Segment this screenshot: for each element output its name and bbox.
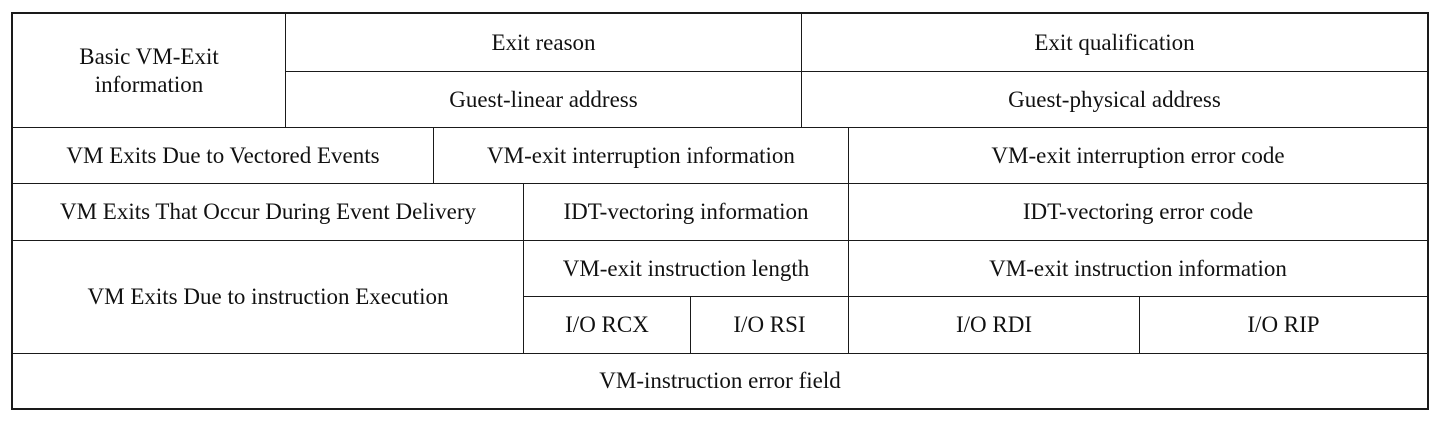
- vm-exit-interruption-error-code-field: VM-exit interruption error code: [848, 127, 1427, 183]
- guest-physical-address-field: Guest-physical address: [801, 71, 1427, 127]
- vm-exit-interruption-info-field: VM-exit interruption information: [433, 127, 848, 183]
- io-rsi-field: I/O RSI: [690, 296, 848, 353]
- guest-linear-address-field: Guest-linear address: [285, 71, 801, 127]
- instruction-execution-label: VM Exits Due to instruction Execution: [13, 240, 523, 353]
- vm-exit-info-fields-table: Basic VM-Exit information Exit reason Ex…: [11, 12, 1429, 410]
- vm-exit-instruction-info-field: VM-exit instruction information: [848, 240, 1427, 296]
- vm-exit-instruction-length-field: VM-exit instruction length: [523, 240, 848, 296]
- idt-vectoring-error-code-field: IDT-vectoring error code: [848, 183, 1427, 240]
- io-rdi-field: I/O RDI: [848, 296, 1139, 353]
- exit-qualification-field: Exit qualification: [801, 14, 1427, 71]
- basic-vm-exit-info-label: Basic VM-Exit information: [13, 14, 285, 127]
- io-rip-field: I/O RIP: [1139, 296, 1427, 353]
- vm-instruction-error-field: VM-instruction error field: [13, 353, 1427, 408]
- io-rcx-field: I/O RCX: [523, 296, 690, 353]
- exit-reason-field: Exit reason: [285, 14, 801, 71]
- idt-vectoring-info-field: IDT-vectoring information: [523, 183, 848, 240]
- event-delivery-label: VM Exits That Occur During Event Deliver…: [13, 183, 523, 240]
- vectored-events-label: VM Exits Due to Vectored Events: [13, 127, 433, 183]
